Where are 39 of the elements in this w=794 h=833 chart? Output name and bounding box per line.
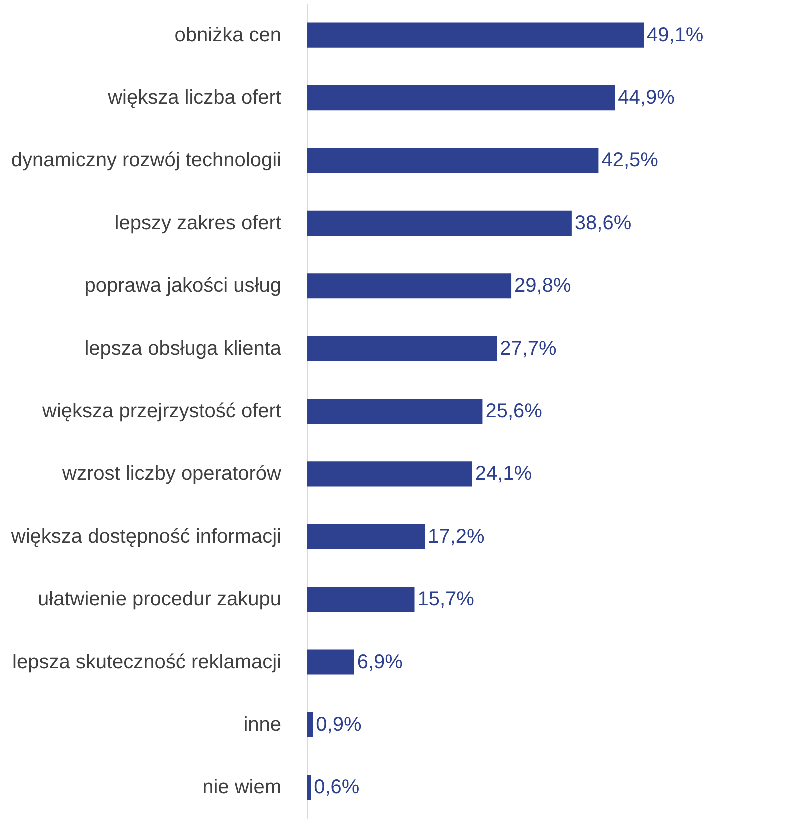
bar bbox=[307, 86, 616, 111]
y-tick-label: większa liczba ofert bbox=[107, 87, 282, 110]
data-label: 49,1% bbox=[647, 24, 704, 46]
y-tick-label: lepsza obsługa klienta bbox=[84, 338, 282, 360]
data-label: 0,9% bbox=[316, 714, 362, 736]
data-label: 44,9% bbox=[618, 87, 676, 110]
y-tick-label: poprawa jakości usług bbox=[84, 275, 282, 298]
y-tick-label: inne bbox=[244, 714, 282, 736]
y-tick-label: większa dostępność informacji bbox=[10, 526, 282, 548]
bar bbox=[307, 210, 572, 236]
y-tick-label: ułatwienie procedur zakupu bbox=[38, 588, 282, 611]
bar bbox=[307, 336, 498, 362]
bar bbox=[307, 462, 472, 487]
bar bbox=[307, 524, 426, 550]
data-label: 42,5% bbox=[602, 150, 659, 172]
data-label: 15,7% bbox=[418, 588, 475, 611]
bar bbox=[307, 274, 512, 299]
bar bbox=[307, 775, 312, 800]
bar bbox=[307, 398, 483, 424]
bar bbox=[307, 148, 599, 174]
data-label: 29,8% bbox=[514, 275, 572, 298]
bar bbox=[307, 650, 354, 675]
data-label: 6,9% bbox=[357, 651, 404, 674]
bar bbox=[307, 712, 314, 738]
y-tick-label: wzrost liczby operatorów bbox=[62, 463, 282, 486]
y-tick-label: dynamiczny rozwój technologii bbox=[11, 150, 282, 172]
data-label: 24,1% bbox=[475, 463, 532, 486]
y-tick-label: obniżka cen bbox=[174, 24, 282, 46]
y-tick-label: nie wiem bbox=[202, 776, 282, 799]
data-label: 25,6% bbox=[486, 400, 543, 422]
data-label: 27,7% bbox=[500, 338, 558, 360]
y-tick-label: większa przejrzystość ofert bbox=[42, 400, 282, 422]
bar bbox=[307, 587, 415, 612]
data-label: 0,6% bbox=[314, 776, 360, 799]
data-label: 17,2% bbox=[428, 526, 485, 548]
y-tick-label: lepsza skuteczność reklamacji bbox=[12, 651, 282, 674]
bar bbox=[307, 22, 644, 48]
data-label: 38,6% bbox=[574, 212, 632, 234]
y-tick-label: lepszy zakres ofert bbox=[114, 212, 282, 234]
